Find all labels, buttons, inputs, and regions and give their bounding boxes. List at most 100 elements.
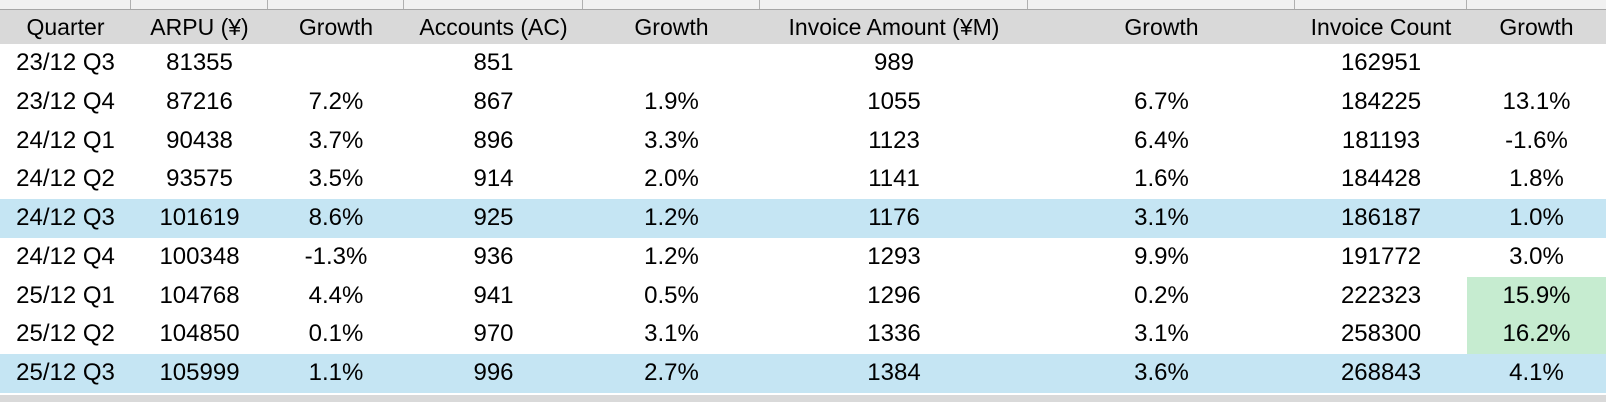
cell-invoice-amount-growth[interactable]: 6.4% (1134, 126, 1189, 154)
cell-invoice-amount[interactable]: 1055 (867, 87, 921, 115)
cell-invoice-count[interactable]: 222323 (1340, 281, 1422, 309)
cell-accounts[interactable]: 936 (473, 242, 514, 270)
cell-quarter[interactable]: 25/12 Q1 (16, 281, 115, 309)
cell-arpu[interactable]: 90438 (166, 126, 233, 154)
cell-invoice-amount-growth[interactable]: 3.1% (1134, 204, 1189, 232)
cell-arpu[interactable]: 93575 (166, 165, 233, 193)
cell-invoice-count-growth[interactable] (1467, 44, 1606, 83)
cell-invoice-count[interactable]: 162951 (1340, 49, 1422, 76)
column-gridline (759, 0, 760, 9)
cell-invoice-count-growth[interactable]: 13.1% (1502, 87, 1571, 115)
cell-invoice-count-growth[interactable]: 4.1% (1509, 359, 1564, 387)
column-header-arpu-growth[interactable]: Growth (298, 14, 374, 40)
cell-invoice-count-growth[interactable]: 1.0% (1509, 204, 1564, 232)
cell-arpu-growth[interactable]: 4.4% (308, 281, 364, 309)
cell-accounts-growth[interactable]: 2.7% (644, 359, 699, 387)
column-header-invoice-amount-growth[interactable]: Growth (1124, 14, 1199, 40)
cell-invoice-amount-growth[interactable]: 0.2% (1134, 281, 1189, 309)
cell-quarter[interactable]: 24/12 Q3 (16, 204, 115, 232)
cell-invoice-amount-growth[interactable]: 3.6% (1134, 359, 1189, 387)
cell-quarter[interactable]: 24/12 Q2 (16, 165, 115, 193)
cell-invoice-amount-growth[interactable] (1028, 44, 1295, 83)
cell-accounts[interactable]: 941 (473, 281, 514, 309)
cell-arpu-growth[interactable]: -1.3% (304, 242, 368, 270)
cell-arpu-growth[interactable]: 0.1% (308, 320, 364, 348)
cell-arpu-growth[interactable] (268, 44, 404, 83)
bottom-row-edge (0, 392, 1606, 402)
cell-accounts-growth[interactable]: 3.1% (644, 320, 699, 348)
cell-invoice-amount-growth[interactable]: 6.7% (1134, 87, 1189, 115)
column-header-invoice-count-growth[interactable]: Growth (1499, 14, 1574, 40)
cell-invoice-amount[interactable]: 1336 (867, 320, 921, 348)
cell-invoice-amount[interactable]: 1293 (867, 242, 921, 270)
cell-accounts-growth[interactable]: 2.0% (644, 165, 699, 193)
cell-invoice-count-growth[interactable]: 16.2% (1467, 315, 1606, 355)
cell-accounts[interactable]: 996 (473, 359, 514, 387)
cell-invoice-amount-growth[interactable]: 9.9% (1134, 242, 1189, 270)
table-row-25-12-q2: 25/12 Q2 104850 0.1% 970 3.1% 1336 3.1% 258300 1… (0, 315, 1606, 355)
column-header-invoice-count[interactable]: Invoice Count (1310, 14, 1452, 40)
cell-accounts-growth[interactable]: 1.2% (644, 242, 699, 270)
cell-accounts-growth[interactable]: 3.3% (644, 126, 699, 154)
column-header-arpu[interactable]: ARPU (¥) (150, 14, 249, 40)
cell-accounts[interactable]: 896 (473, 126, 514, 154)
cell-invoice-count-growth[interactable]: -1.6% (1505, 126, 1568, 154)
cell-invoice-amount[interactable]: 1296 (867, 281, 921, 309)
cell-accounts[interactable]: 867 (473, 87, 514, 115)
cell-invoice-amount[interactable]: 1384 (867, 359, 921, 387)
column-gridline (267, 0, 268, 9)
cell-invoice-amount[interactable]: 1123 (868, 126, 920, 154)
cell-arpu-growth[interactable]: 7.2% (308, 87, 364, 115)
column-header-accounts-growth[interactable]: Growth (634, 14, 709, 40)
cell-arpu[interactable]: 100348 (159, 242, 240, 270)
cell-accounts[interactable]: 925 (473, 204, 514, 232)
cell-invoice-count-growth[interactable]: 3.0% (1509, 242, 1564, 270)
cell-invoice-count[interactable]: 258300 (1340, 320, 1422, 348)
column-header-accounts[interactable]: Accounts (AC) (419, 14, 568, 40)
cell-invoice-count[interactable]: 184428 (1340, 165, 1422, 193)
cell-quarter[interactable]: 23/12 Q4 (16, 87, 115, 115)
cell-arpu[interactable]: 104768 (159, 281, 240, 309)
cell-invoice-amount[interactable]: 1141 (868, 165, 920, 193)
cell-accounts-growth[interactable]: 0.5% (644, 281, 699, 309)
cell-invoice-count-growth[interactable]: 15.9% (1467, 276, 1606, 316)
cell-invoice-amount-growth[interactable]: 3.1% (1134, 320, 1189, 348)
cell-accounts-growth[interactable] (583, 44, 760, 83)
cell-arpu[interactable]: 105999 (159, 359, 240, 387)
cell-arpu[interactable]: 87216 (166, 87, 233, 115)
table-row-24-12-q4: 24/12 Q4 100348 -1.3% 936 1.2% 1293 9.9% 191772… (0, 238, 1606, 277)
table-row-23-12-q3: 23/12 Q3 81355 851 989 162951 (0, 44, 1606, 83)
cell-invoice-count[interactable]: 186187 (1340, 204, 1422, 232)
cell-arpu-growth[interactable]: 3.5% (308, 165, 364, 193)
cell-arpu-growth[interactable]: 8.6% (308, 204, 364, 232)
cell-quarter[interactable]: 24/12 Q4 (16, 242, 115, 270)
cell-invoice-count-growth[interactable]: 1.8% (1509, 165, 1564, 193)
cell-arpu[interactable]: 81355 (166, 49, 233, 76)
column-gridline (403, 0, 404, 9)
cell-quarter[interactable]: 24/12 Q1 (16, 126, 115, 154)
cell-invoice-amount[interactable]: 989 (873, 49, 915, 76)
cell-accounts-growth[interactable]: 1.9% (644, 87, 699, 115)
cell-arpu[interactable]: 101619 (159, 204, 240, 232)
cell-invoice-count[interactable]: 184225 (1340, 87, 1422, 115)
column-header-invoice-amount[interactable]: Invoice Amount (¥M) (788, 14, 1000, 40)
column-gridline (1466, 0, 1467, 9)
cell-invoice-amount-growth[interactable]: 1.6% (1134, 165, 1189, 193)
cell-quarter[interactable]: 23/12 Q3 (16, 49, 115, 76)
cell-invoice-amount[interactable]: 1176 (868, 204, 920, 232)
cell-arpu-growth[interactable]: 1.1% (308, 359, 364, 387)
cell-accounts[interactable]: 851 (473, 49, 514, 76)
cell-accounts[interactable]: 914 (473, 165, 514, 193)
cell-accounts-growth[interactable]: 1.2% (644, 204, 699, 232)
column-header-quarter[interactable]: Quarter (26, 14, 105, 40)
table-row-25-12-q1: 25/12 Q1 104768 4.4% 941 0.5% 1296 0.2% 222323 1… (0, 276, 1606, 316)
cell-invoice-count[interactable]: 268843 (1340, 359, 1422, 387)
cell-arpu[interactable]: 104850 (159, 320, 240, 348)
cell-quarter[interactable]: 25/12 Q3 (16, 359, 115, 387)
cell-quarter[interactable]: 25/12 Q2 (16, 320, 115, 348)
cell-accounts[interactable]: 970 (473, 320, 514, 348)
cell-arpu-growth[interactable]: 3.7% (308, 126, 364, 154)
cell-invoice-count[interactable]: 191772 (1340, 242, 1422, 270)
cell-invoice-count[interactable]: 181193 (1341, 126, 1421, 154)
